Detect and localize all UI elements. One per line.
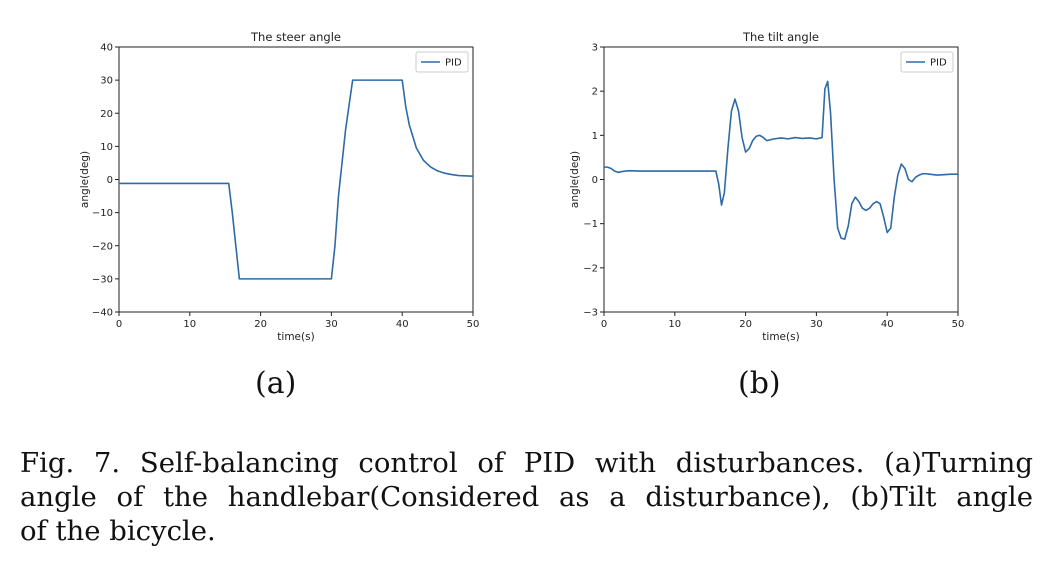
steer-y-tick-label: 20 (100, 109, 113, 120)
steer-x-tick-label: 10 (183, 319, 196, 330)
tilt-plot-frame (603, 46, 959, 313)
steer-chart-title: The steer angle (250, 30, 341, 44)
tilt-legend-box (900, 51, 954, 73)
steer-x-tick-label: 20 (254, 319, 267, 330)
tilt-y-axis-label: angle(deg) (569, 151, 581, 208)
steer-y-tick-label: 30 (100, 76, 113, 87)
tilt-y-tick-label: 3 (592, 43, 598, 54)
tilt-series-line (604, 80, 958, 240)
tilt-x-tick-label: 0 (601, 319, 607, 330)
tilt-y-tick-label: 1 (592, 131, 598, 142)
steer-y-axis-label: angle(deg) (79, 151, 91, 208)
tilt-x-tick-label: 50 (952, 319, 965, 330)
steer-y-tick-label: 10 (100, 142, 113, 153)
steer-angle-chart: The steer angle 0 10 20 30 40 50 −40 −30 −20 −10 0 1… (79, 30, 480, 343)
steer-x-axis-label: time(s) (277, 331, 314, 343)
tilt-y-tick-label: −2 (583, 263, 598, 274)
steer-x-tick-label: 40 (396, 319, 409, 330)
steer-y-tick-label: 40 (100, 43, 113, 54)
steer-y-tick-label: −20 (92, 241, 113, 252)
figure-caption: Fig. 7. Self-balancing control of PID wi… (20, 446, 1033, 548)
tilt-y-tick-label: −1 (583, 219, 598, 230)
steer-y-tick-label: 0 (107, 175, 113, 186)
subfigure-label-b: (b) (738, 366, 781, 401)
steer-x-tick-label: 0 (116, 319, 122, 330)
steer-legend-label: PID (445, 58, 462, 69)
tilt-x-axis-label: time(s) (762, 331, 799, 343)
caption-line-3: of the bicycle. (20, 515, 216, 547)
tilt-x-tick-label: 10 (668, 319, 681, 330)
tilt-x-tick-label: 30 (810, 319, 823, 330)
tilt-y-tick-label: −3 (583, 308, 598, 319)
subfigure-label-a: (a) (255, 366, 297, 401)
steer-y-tick-label: −30 (92, 274, 113, 285)
tilt-angle-chart: The tilt angle 0 10 20 30 40 50 −3 −2 −1 0 1 2 3 time(… (569, 30, 965, 343)
tilt-x-tick-label: 40 (881, 319, 894, 330)
steer-y-tick-label: −10 (92, 208, 113, 219)
steer-legend-box (415, 51, 469, 73)
steer-series-line (119, 79, 474, 280)
tilt-y-tick-label: 0 (592, 175, 598, 186)
steer-x-tick-label: 50 (467, 319, 480, 330)
caption-line-1: Fig. 7. Self-balancing control of PID wi… (20, 447, 1033, 479)
steer-y-tick-label: −40 (92, 308, 113, 319)
caption-line-2: angle of the handlebar(Considered as a d… (20, 481, 1033, 513)
tilt-legend-label: PID (930, 58, 947, 69)
steer-x-tick-label: 30 (325, 319, 338, 330)
tilt-chart-title: The tilt angle (742, 30, 819, 44)
tilt-x-tick-label: 20 (739, 319, 752, 330)
tilt-y-tick-label: 2 (592, 87, 598, 98)
